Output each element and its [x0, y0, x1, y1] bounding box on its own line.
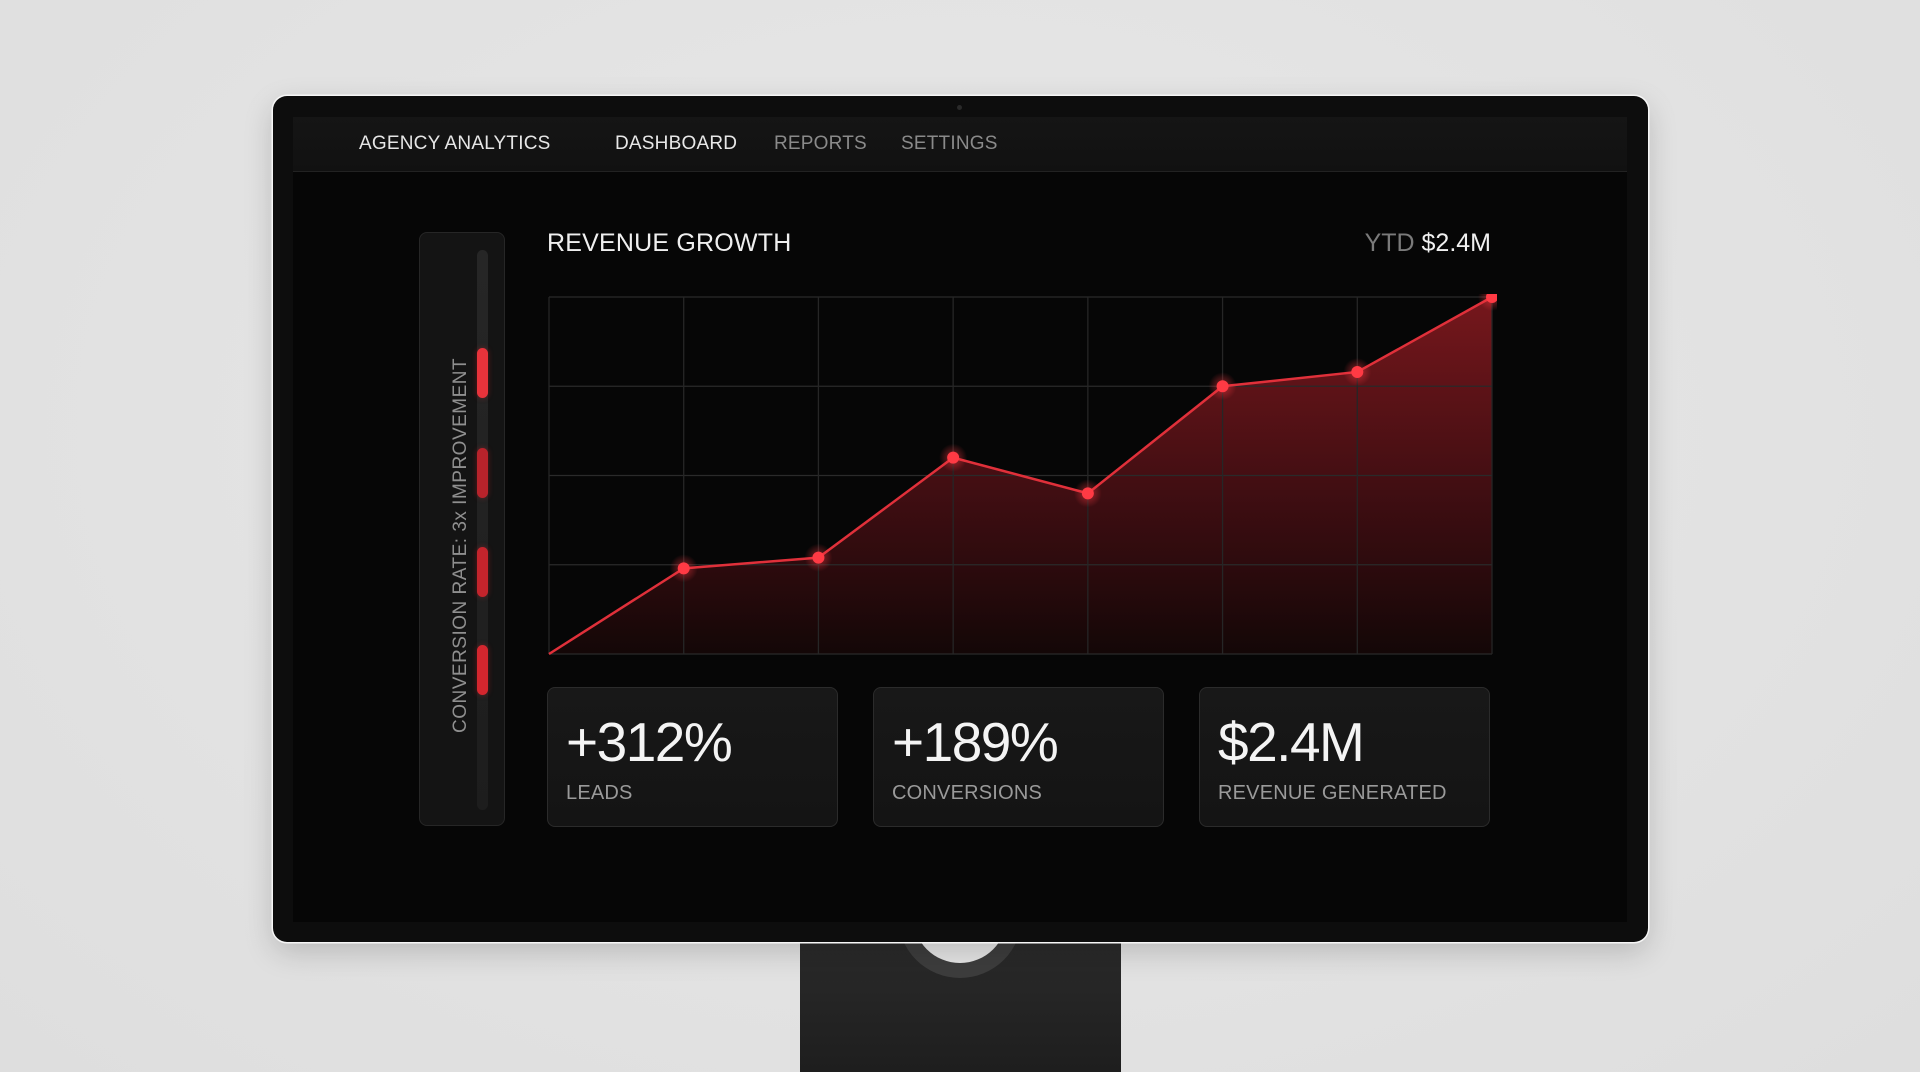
data-point[interactable] — [812, 551, 825, 564]
monitor: AGENCY ANALYTICS DASHBOARD REPORTS SETTI… — [273, 96, 1648, 942]
stat-value: +189% — [892, 711, 1059, 773]
brand-logo[interactable]: AGENCY ANALYTICS — [359, 133, 551, 154]
progress-segment — [477, 348, 488, 398]
chart-title: REVENUE GROWTH — [547, 229, 792, 257]
progress-segment — [477, 448, 488, 498]
data-point[interactable] — [947, 451, 960, 464]
ytd-value: $2.4M — [1421, 229, 1491, 257]
nav-reports[interactable]: REPORTS — [774, 133, 867, 154]
revenue-line — [548, 295, 1493, 656]
data-point[interactable] — [1216, 380, 1229, 393]
screen: AGENCY ANALYTICS DASHBOARD REPORTS SETTI… — [293, 117, 1627, 922]
ytd-label: YTD — [1364, 229, 1415, 257]
stat-value: $2.4M — [1218, 711, 1365, 773]
conversion-rate-panel: CONVERSION RATE: 3x IMPROVEMENT — [419, 232, 505, 826]
progress-segment — [477, 547, 488, 597]
top-nav: AGENCY ANALYTICS DASHBOARD REPORTS SETTI… — [293, 117, 1627, 172]
stat-label: REVENUE GENERATED — [1218, 782, 1447, 804]
data-point[interactable] — [1351, 365, 1364, 378]
nav-settings[interactable]: SETTINGS — [901, 133, 998, 154]
nav-dashboard[interactable]: DASHBOARD — [615, 133, 738, 154]
progress-segment — [477, 645, 488, 695]
stat-value: +312% — [566, 711, 733, 773]
data-point[interactable] — [1486, 294, 1497, 303]
revenue-growth-chart — [548, 294, 1497, 656]
camera-icon — [957, 105, 962, 110]
progress-track — [477, 250, 488, 810]
ytd-total: YTD $2.4M — [1365, 229, 1491, 258]
stat-card-conversions: +189% CONVERSIONS — [873, 687, 1164, 827]
stat-card-leads: +312% LEADS — [547, 687, 838, 827]
stat-label: LEADS — [566, 782, 633, 804]
stat-card-revenue: $2.4M REVENUE GENERATED — [1199, 687, 1490, 827]
data-point[interactable] — [1081, 487, 1094, 500]
data-point[interactable] — [677, 562, 690, 575]
stat-label: CONVERSIONS — [892, 782, 1043, 804]
conversion-rate-label: CONVERSION RATE: 3x IMPROVEMENT — [450, 357, 471, 733]
